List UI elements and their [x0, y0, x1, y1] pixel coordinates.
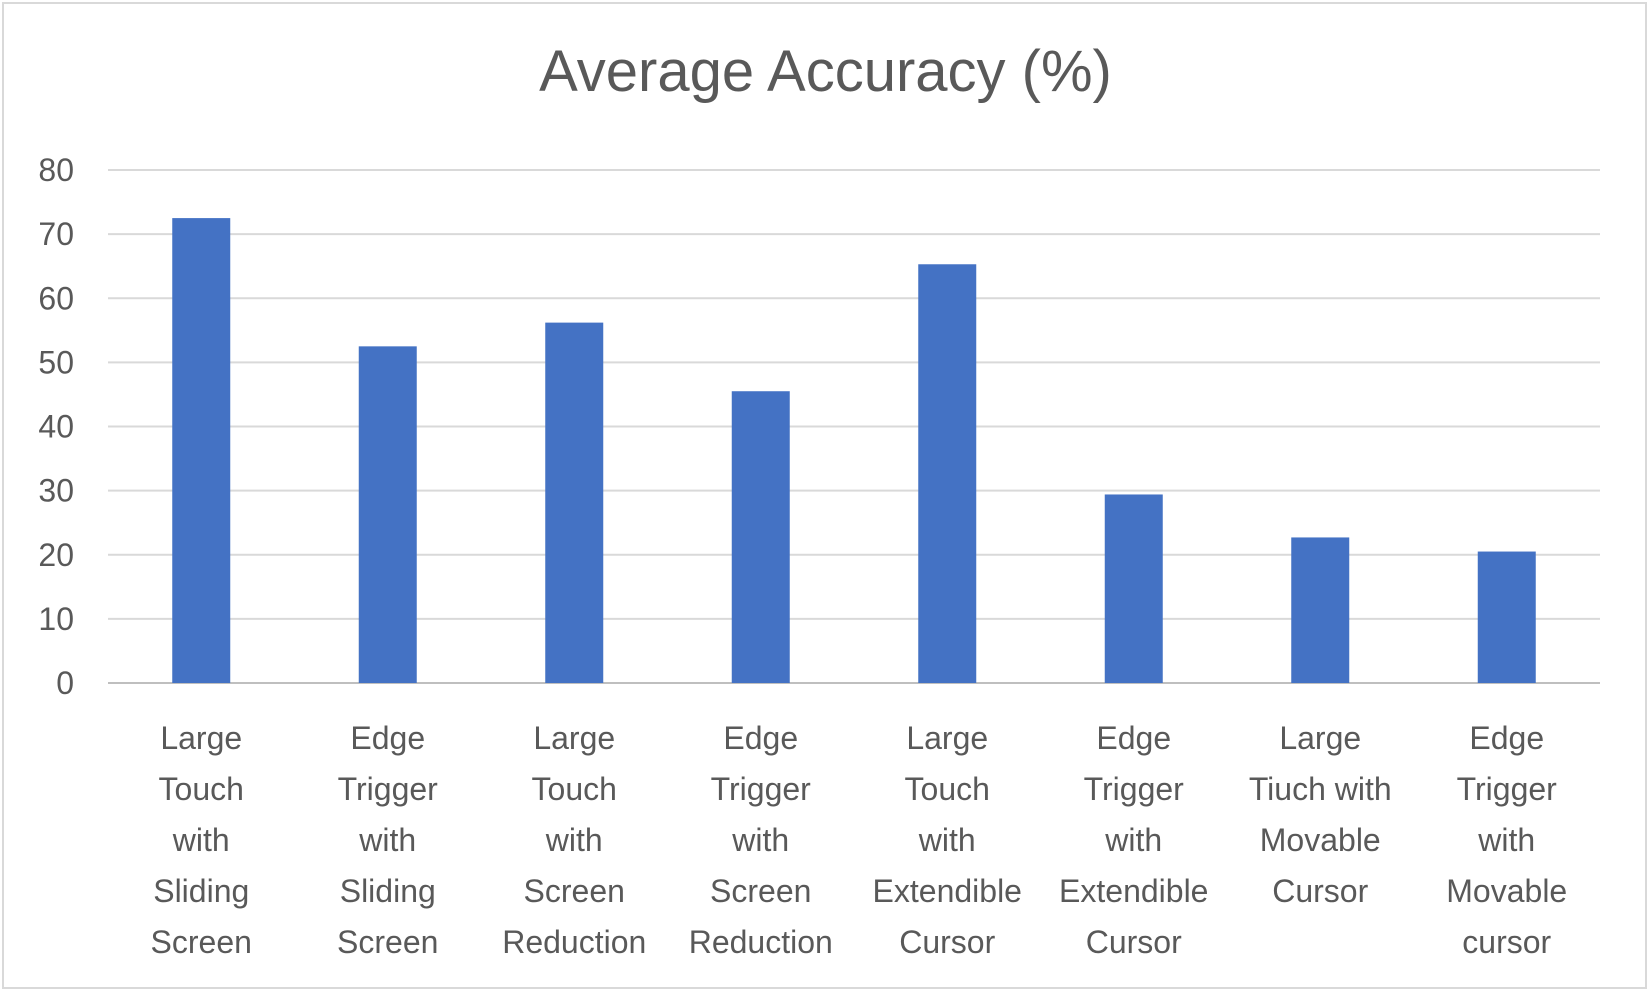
chart-title: Average Accuracy (%) [539, 39, 1112, 104]
x-category-label-line: Cursor [1086, 924, 1182, 960]
x-category-label-line: Trigger [711, 771, 812, 807]
x-category-label-line: Touch [159, 771, 244, 807]
x-category-label-line: Screen [337, 924, 438, 960]
y-tick-label: 80 [38, 152, 74, 188]
x-category-label-line: Cursor [899, 924, 995, 960]
x-category-label: Edge Trigger with Sliding Screen [337, 720, 438, 960]
bars [172, 218, 1536, 683]
bar [918, 264, 977, 683]
bar [731, 391, 790, 683]
y-tick-label: 30 [38, 473, 74, 509]
bar [1291, 537, 1350, 683]
x-category-label-line: with [918, 822, 976, 858]
x-category-label-line: Extendible [1059, 873, 1208, 909]
x-category-label-line: Tiuch with [1249, 771, 1392, 807]
bar [1104, 494, 1163, 683]
x-category-label-line: Trigger [1457, 771, 1558, 807]
x-category-label-line: Screen [524, 873, 625, 909]
x-category-label-line: Sliding [340, 873, 436, 909]
x-category-label-line: with [1477, 822, 1535, 858]
x-category-label: Large Touch with Sliding Screen [151, 720, 252, 960]
x-category-label: Edge Trigger with Screen Reduction [689, 720, 833, 960]
y-tick-label: 50 [38, 344, 74, 380]
x-category-label-line: Cursor [1272, 873, 1368, 909]
x-category-label-line: Edge [350, 720, 425, 756]
x-category-label-line: Trigger [338, 771, 439, 807]
x-category-label-line: Touch [905, 771, 990, 807]
y-axis-ticks: 0 10 20 30 40 50 60 70 80 [38, 152, 74, 701]
gridlines [108, 169, 1600, 684]
x-category-label-line: Extendible [873, 873, 1022, 909]
x-category-label-line: Edge [723, 720, 798, 756]
x-category-label-line: Edge [1469, 720, 1544, 756]
x-category-label-line: with [172, 822, 230, 858]
x-axis-labels: Large Touch with Sliding Screen Edge Trigger wi… [151, 720, 1568, 960]
y-tick-label: 0 [56, 665, 74, 701]
x-category-label-line: Movable [1260, 822, 1381, 858]
x-category-label-line: Reduction [689, 924, 833, 960]
x-category-label-line: Touch [532, 771, 617, 807]
x-category-label-line: Screen [710, 873, 811, 909]
x-category-label: Large Touch with Screen Reduction [502, 720, 646, 960]
x-category-label-line: with [358, 822, 416, 858]
y-tick-label: 60 [38, 280, 74, 316]
bar [172, 218, 231, 683]
x-category-label-line: with [545, 822, 603, 858]
y-tick-label: 40 [38, 409, 74, 445]
bar [358, 346, 417, 683]
x-category-label: Edge Trigger with Extendible Cursor [1059, 720, 1208, 960]
x-category-label-line: Reduction [502, 924, 646, 960]
y-tick-label: 20 [38, 537, 74, 573]
x-category-label-line: with [731, 822, 789, 858]
x-category-label-line: Movable [1446, 873, 1567, 909]
y-tick-label: 10 [38, 601, 74, 637]
x-category-label-line: Large [906, 720, 988, 756]
x-category-label-line: with [1104, 822, 1162, 858]
bar [1477, 551, 1536, 683]
x-category-label-line: Large [160, 720, 242, 756]
bar [545, 322, 604, 683]
x-category-label-line: cursor [1462, 924, 1551, 960]
x-category-label-line: Large [533, 720, 615, 756]
x-category-label-line: Trigger [1084, 771, 1185, 807]
x-category-label-line: Edge [1096, 720, 1171, 756]
x-category-label: Large Tiuch with Movable Cursor [1249, 720, 1392, 909]
x-category-label: Edge Trigger with Movable cursor [1446, 720, 1567, 960]
x-category-label-line: Large [1279, 720, 1361, 756]
y-tick-label: 70 [38, 216, 74, 252]
x-category-label: Large Touch with Extendible Cursor [873, 720, 1022, 960]
x-category-label-line: Screen [151, 924, 252, 960]
x-category-label-line: Sliding [153, 873, 249, 909]
